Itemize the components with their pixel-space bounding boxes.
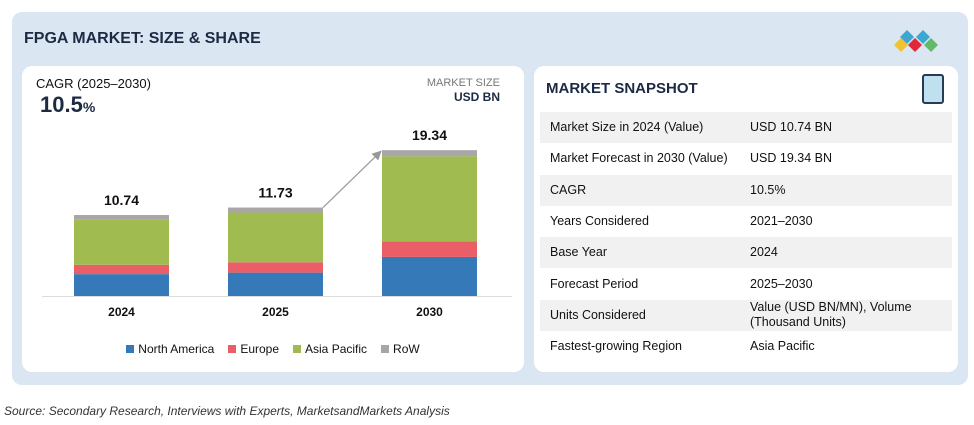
snapshot-row: Market Forecast in 2030 (Value) USD 19.34… <box>540 143 952 174</box>
snapshot-row: Fastest-growing Region Asia Pacific <box>540 331 952 362</box>
snapshot-label: Forecast Period <box>550 276 639 291</box>
legend-item: Europe <box>228 342 279 356</box>
x-tick-label: 2025 <box>262 305 289 319</box>
snapshot-row: Units Considered Value (USD BN/MN), Volum… <box>540 299 952 332</box>
growth-arrow <box>322 150 382 208</box>
legend-label: RoW <box>393 342 420 356</box>
bar-segment-row <box>228 207 323 213</box>
snapshot-row: Forecast Period 2025–2030 <box>540 268 952 299</box>
snapshot-row: Base Year 2024 <box>540 237 952 269</box>
bar-segment-asia-pacific <box>74 219 169 265</box>
snapshot-label: Market Forecast in 2030 (Value) <box>550 151 728 166</box>
bar-segment-north-america <box>228 272 323 296</box>
cagr-label: CAGR (2025–2030) <box>36 76 151 91</box>
source-note: Source: Secondary Research, Interviews w… <box>4 404 450 418</box>
snapshot-table: Market Size in 2024 (Value) USD 10.74 BN M… <box>540 112 952 362</box>
snapshot-label: CAGR <box>540 174 740 206</box>
chart-legend: North America Europe Asia Pacific RoW <box>22 342 524 356</box>
legend-item: RoW <box>381 342 420 356</box>
chart-card: CAGR (2025–2030) 10.5% MARKET SIZE USD BN… <box>22 66 524 372</box>
snapshot-title: MARKET SNAPSHOT <box>546 80 698 97</box>
cagr-value: 10.5% <box>40 92 96 117</box>
snapshot-value: Value (USD BN/MN), Volume (Thousand Unit… <box>740 299 952 332</box>
report-icon <box>922 74 944 104</box>
snapshot-card: MARKET SNAPSHOT Market Size in 2024 (Val… <box>534 66 958 372</box>
page-title: FPGA MARKET: SIZE & SHARE <box>24 30 261 47</box>
snapshot-label: Market Size in 2024 (Value) <box>540 112 740 144</box>
snapshot-label: Fastest-growing Region <box>550 339 683 354</box>
bar-segment-north-america <box>382 256 477 296</box>
market-size-unit: MARKET SIZE USD BN <box>426 77 500 104</box>
snapshot-label: Base Year <box>540 237 740 269</box>
total-label: 19.34 <box>412 127 447 143</box>
bar-segment-row <box>382 150 477 157</box>
snapshot-label: Years Considered <box>550 214 649 229</box>
bar-segment-europe <box>382 241 477 257</box>
legend-swatch <box>381 345 390 353</box>
snapshot-value: Asia Pacific <box>750 339 815 354</box>
bar-segment-europe <box>74 264 169 275</box>
bar-segment-north-america <box>74 274 169 296</box>
brand-logo-icon <box>894 30 938 52</box>
snapshot-value: 2025–2030 <box>750 276 813 291</box>
bar-segment-asia-pacific <box>228 212 323 263</box>
bar-segment-row <box>74 215 169 220</box>
legend-swatch <box>293 345 302 353</box>
x-tick-label: 2024 <box>108 305 135 319</box>
snapshot-row: CAGR 10.5% <box>540 174 952 206</box>
total-label: 11.73 <box>258 185 292 201</box>
stacked-bar-chart: 10.74 2024 11.73 2025 19.34 2030 <box>42 127 512 319</box>
snapshot-value: USD 19.34 BN <box>750 151 832 166</box>
snapshot-value: 2024 <box>740 237 952 269</box>
snapshot-row: Years Considered 2021–2030 <box>540 206 952 237</box>
legend-label: Europe <box>240 342 280 356</box>
legend-label: Asia Pacific <box>305 342 368 356</box>
snapshot-label: Units Considered <box>540 299 740 332</box>
snapshot-value: USD 10.74 BN <box>740 112 952 144</box>
legend-item: Asia Pacific <box>293 342 367 356</box>
snapshot-value: 10.5% <box>740 174 952 206</box>
x-tick-label: 2030 <box>416 305 443 319</box>
snapshot-row: Market Size in 2024 (Value) USD 10.74 BN <box>540 112 952 144</box>
bar-segment-europe <box>228 262 323 273</box>
total-label: 10.74 <box>104 192 139 208</box>
legend-label: North America <box>138 342 215 356</box>
legend-swatch <box>228 345 237 353</box>
legend-swatch <box>126 345 135 353</box>
bar-segment-asia-pacific <box>382 156 477 242</box>
snapshot-value: 2021–2030 <box>750 214 813 229</box>
legend-item: North America <box>126 342 214 356</box>
